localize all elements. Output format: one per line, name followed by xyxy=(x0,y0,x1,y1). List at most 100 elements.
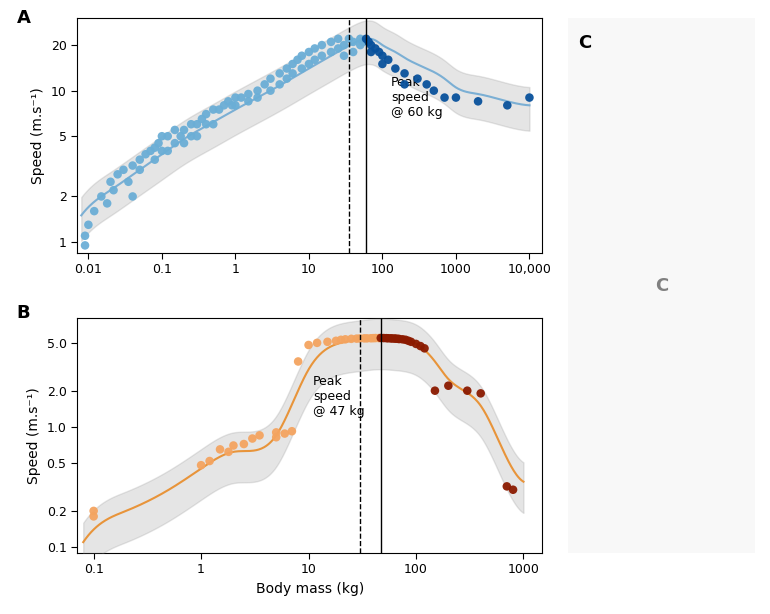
Point xyxy=(117,165,129,175)
Point xyxy=(373,333,385,343)
Point xyxy=(296,51,308,61)
Point xyxy=(370,333,382,343)
Point xyxy=(347,37,360,47)
Point xyxy=(309,44,321,53)
Point xyxy=(134,155,146,165)
Point xyxy=(152,138,165,148)
Point xyxy=(343,34,355,44)
Point xyxy=(380,333,393,343)
Point xyxy=(185,119,197,129)
Point xyxy=(226,101,238,111)
Text: Peak
speed
@ 47 kg: Peak speed @ 47 kg xyxy=(313,375,365,418)
Point xyxy=(95,192,108,201)
Point xyxy=(243,96,255,106)
Point xyxy=(303,59,315,69)
Point xyxy=(191,131,203,141)
Point xyxy=(388,333,400,343)
Point xyxy=(373,47,385,57)
Point xyxy=(367,333,380,343)
Point xyxy=(438,93,450,103)
Point xyxy=(375,333,387,343)
Point xyxy=(365,333,377,343)
Point xyxy=(259,79,271,89)
Point xyxy=(386,333,398,343)
Point xyxy=(405,337,417,347)
Point xyxy=(203,456,216,466)
Point xyxy=(361,333,373,343)
Y-axis label: Speed (m.s⁻¹): Speed (m.s⁻¹) xyxy=(31,87,45,184)
Point xyxy=(524,93,536,103)
Point xyxy=(200,119,213,129)
Point xyxy=(358,333,370,343)
Point xyxy=(365,47,377,57)
Point xyxy=(332,34,344,44)
Point xyxy=(450,93,462,103)
Point xyxy=(332,44,344,53)
Point xyxy=(273,79,286,89)
Point xyxy=(360,34,372,44)
Point xyxy=(420,79,433,89)
Point xyxy=(382,333,394,343)
Point xyxy=(196,114,208,124)
Point xyxy=(101,198,113,208)
Point xyxy=(149,143,161,153)
Point xyxy=(88,506,100,516)
Point xyxy=(88,206,100,216)
Point xyxy=(369,44,381,53)
Point xyxy=(427,86,440,96)
Point xyxy=(156,146,168,156)
Point xyxy=(107,185,119,195)
Point xyxy=(218,101,230,111)
Point xyxy=(410,339,422,349)
Point xyxy=(286,59,299,69)
Point xyxy=(253,430,266,440)
Point xyxy=(393,334,406,344)
Y-axis label: Speed (m.s⁻¹): Speed (m.s⁻¹) xyxy=(27,387,41,484)
Point xyxy=(251,93,263,103)
Point xyxy=(340,335,352,344)
Point xyxy=(335,335,347,344)
Point xyxy=(279,429,291,438)
Point xyxy=(461,386,474,395)
Point xyxy=(169,125,181,135)
Point xyxy=(382,55,394,64)
Point xyxy=(291,55,303,64)
Point xyxy=(162,131,174,141)
Point xyxy=(296,64,308,74)
Point xyxy=(79,241,91,251)
Point xyxy=(175,131,187,141)
Point xyxy=(321,337,333,347)
Point xyxy=(185,131,197,141)
Point xyxy=(390,334,402,344)
Point xyxy=(195,460,207,470)
Point xyxy=(238,439,250,449)
Point xyxy=(354,34,367,44)
Point xyxy=(357,37,370,47)
Point xyxy=(384,333,397,343)
Point xyxy=(207,104,219,114)
Point xyxy=(264,74,276,84)
Point xyxy=(229,93,242,103)
Point xyxy=(270,432,283,442)
Point xyxy=(397,335,409,344)
Point xyxy=(316,51,328,61)
Point xyxy=(223,447,235,457)
Text: B: B xyxy=(16,305,30,322)
Point xyxy=(472,96,484,106)
Point xyxy=(330,336,342,346)
Point xyxy=(144,146,156,156)
Point xyxy=(227,441,239,451)
Point xyxy=(280,74,293,84)
Point xyxy=(414,341,427,351)
Point xyxy=(363,37,375,47)
Point xyxy=(178,138,190,148)
Point xyxy=(377,51,389,61)
Point xyxy=(392,334,404,344)
Point xyxy=(286,426,298,436)
Point xyxy=(112,169,124,179)
Point xyxy=(178,125,190,135)
Point xyxy=(264,86,276,96)
Point xyxy=(442,381,454,391)
Point xyxy=(122,177,135,187)
Point xyxy=(273,69,286,79)
